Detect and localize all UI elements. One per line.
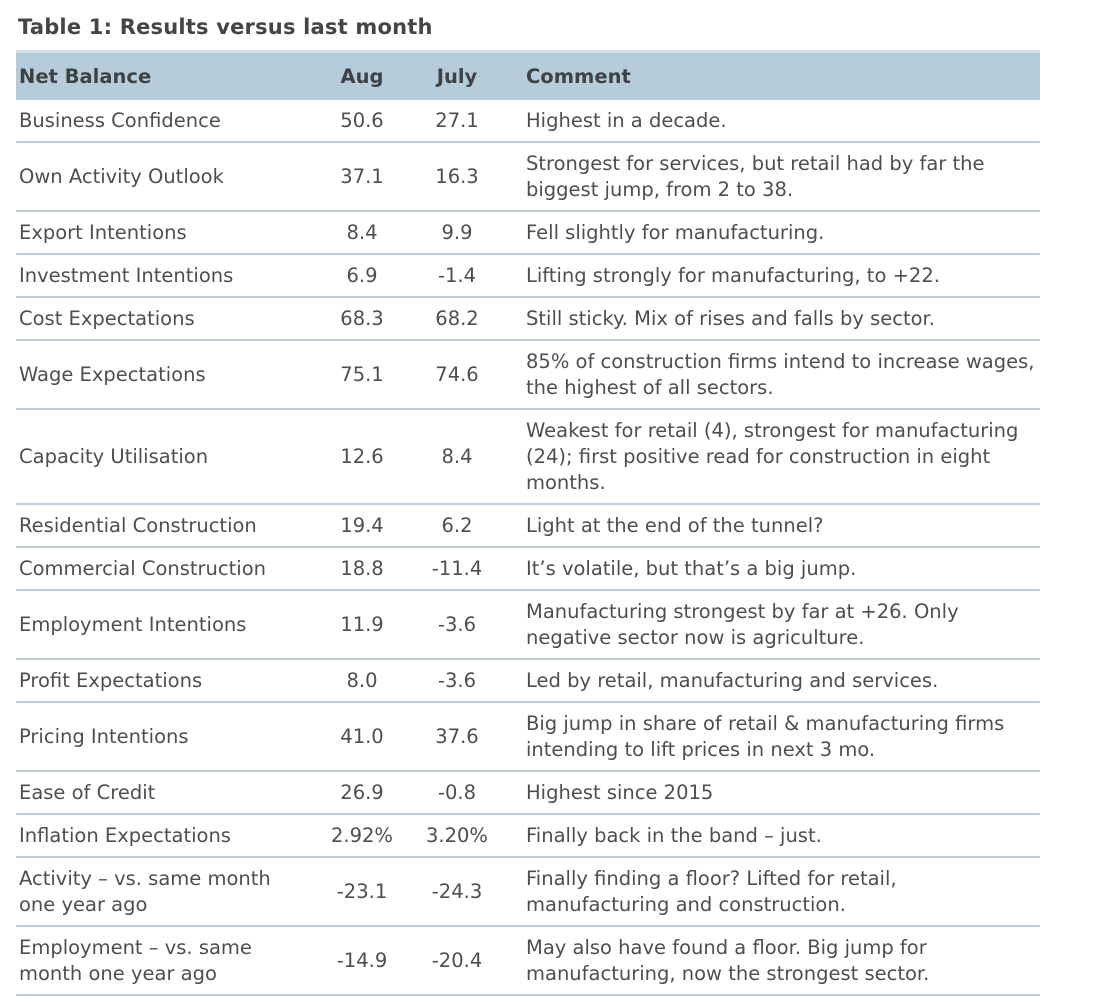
row-label: Capacity Utilisation xyxy=(19,445,209,468)
column-header-comment: Comment xyxy=(526,65,631,88)
july-value: -11.4 xyxy=(431,557,483,580)
table-row: Export Intentions 8.4 9.9 Fell slightly for… xyxy=(16,211,1040,254)
row-label: Business Confidence xyxy=(19,109,221,132)
row-comment: Strongest for services, but retail had b… xyxy=(526,152,985,201)
table-row: Cost Expectations 68.3 68.2 Still sticky. M… xyxy=(16,297,1040,340)
table-row: Employment – vs. same month one year ago… xyxy=(16,926,1040,995)
aug-value: 8.0 xyxy=(346,669,378,692)
aug-value: 6.9 xyxy=(346,264,378,287)
july-value: 8.4 xyxy=(441,445,473,468)
aug-value: 37.1 xyxy=(340,165,384,188)
july-value: -0.8 xyxy=(437,781,477,804)
aug-value: 41.0 xyxy=(340,725,384,748)
row-comment: Finally back in the band – just. xyxy=(526,824,822,847)
table-row: Pricing Intentions 41.0 37.6 Big jump in sh… xyxy=(16,702,1040,771)
july-value: 6.2 xyxy=(441,514,473,537)
aug-value: 19.4 xyxy=(340,514,384,537)
row-label: Wage Expectations xyxy=(19,363,206,386)
table-row: Commercial Construction 18.8 -11.4 It’s vol… xyxy=(16,547,1040,590)
table-title: Table 1: Results versus last month xyxy=(18,15,433,39)
july-value: 16.3 xyxy=(435,165,479,188)
table-row: Own Activity Outlook 37.1 16.3 Strongest fo… xyxy=(16,142,1040,211)
row-label: Export Intentions xyxy=(19,221,187,244)
document-page: Table 1: Results versus last month Net B… xyxy=(16,15,1040,996)
table-row: Investment Intentions 6.9 -1.4 Lifting stro… xyxy=(16,254,1040,297)
aug-value: 50.6 xyxy=(340,109,384,132)
july-value: 74.6 xyxy=(435,363,479,386)
july-value: 37.6 xyxy=(435,725,479,748)
aug-value: 75.1 xyxy=(340,363,384,386)
aug-value: 8.4 xyxy=(346,221,378,244)
table-body: Business Confidence 50.6 27.1 Highest in a … xyxy=(16,100,1040,995)
row-label: Activity – vs. same month one year ago xyxy=(19,867,271,916)
row-label: Residential Construction xyxy=(19,514,257,537)
column-header-july: July xyxy=(436,65,478,88)
row-label: Inflation Expectations xyxy=(19,824,231,847)
row-label: Ease of Credit xyxy=(19,781,156,804)
row-comment: 85% of construction firms intend to incr… xyxy=(526,350,1035,399)
aug-value: -14.9 xyxy=(336,949,388,972)
table-row: Inflation Expectations 2.92% 3.20% Finally … xyxy=(16,814,1040,857)
table-row: Employment Intentions 11.9 -3.6 Manufacturi… xyxy=(16,590,1040,659)
aug-value: 68.3 xyxy=(340,307,384,330)
table-row: Business Confidence 50.6 27.1 Highest in a … xyxy=(16,100,1040,142)
table-row: Profit Expectations 8.0 -3.6 Led by retail,… xyxy=(16,659,1040,702)
row-comment: It’s volatile, but that’s a big jump. xyxy=(526,557,857,580)
row-label: Investment Intentions xyxy=(19,264,234,287)
aug-value: -23.1 xyxy=(336,880,388,903)
row-comment: Light at the end of the tunnel? xyxy=(526,514,824,537)
table-header: Net Balance Aug July Comment xyxy=(16,51,1040,100)
row-comment: Lifting strongly for manufacturing, to +… xyxy=(526,264,940,287)
july-value: -3.6 xyxy=(437,669,477,692)
july-value: 27.1 xyxy=(435,109,479,132)
july-value: -3.6 xyxy=(437,613,477,636)
july-value: 3.20% xyxy=(426,824,488,847)
row-comment: Still sticky. Mix of rises and falls by … xyxy=(526,307,935,330)
aug-value: 12.6 xyxy=(340,445,384,468)
table-row: Wage Expectations 75.1 74.6 85% of construc… xyxy=(16,340,1040,409)
row-comment: Finally finding a floor? Lifted for reta… xyxy=(526,867,897,916)
row-comment: Big jump in share of retail & manufactur… xyxy=(526,712,1005,761)
july-value: -20.4 xyxy=(431,949,483,972)
results-table: Net Balance Aug July Comment Business Co… xyxy=(16,50,1040,996)
july-value: 68.2 xyxy=(435,307,479,330)
row-comment: Highest in a decade. xyxy=(526,109,727,132)
aug-value: 11.9 xyxy=(340,613,384,636)
table-row: Residential Construction 19.4 6.2 Light at … xyxy=(16,504,1040,547)
row-comment: Highest since 2015 xyxy=(526,781,714,804)
table-row: Activity – vs. same month one year ago -2… xyxy=(16,857,1040,926)
july-value: -1.4 xyxy=(437,264,477,287)
aug-value: 18.8 xyxy=(340,557,384,580)
table-row: Capacity Utilisation 12.6 8.4 Weakest for r… xyxy=(16,409,1040,504)
column-header-aug: Aug xyxy=(340,65,384,88)
row-label: Employment Intentions xyxy=(19,613,247,636)
aug-value: 2.92% xyxy=(331,824,393,847)
table-row: Ease of Credit 26.9 -0.8 Highest since 2015 xyxy=(16,771,1040,814)
row-label: Own Activity Outlook xyxy=(19,165,224,188)
row-comment: Manufacturing strongest by far at +26. O… xyxy=(526,600,959,649)
row-label: Pricing Intentions xyxy=(19,725,189,748)
header-row: Net Balance Aug July Comment xyxy=(16,51,1040,100)
row-label: Profit Expectations xyxy=(19,669,203,692)
july-value: 9.9 xyxy=(441,221,473,244)
row-comment: May also have found a floor. Big jump fo… xyxy=(526,936,930,985)
aug-value: 26.9 xyxy=(340,781,384,804)
row-comment: Weakest for retail (4), strongest for ma… xyxy=(526,419,1019,494)
row-label: Employment – vs. same month one year ago xyxy=(19,936,252,985)
column-header-net-balance: Net Balance xyxy=(19,65,152,88)
row-label: Commercial Construction xyxy=(19,557,266,580)
row-comment: Led by retail, manufacturing and service… xyxy=(526,669,939,692)
row-label: Cost Expectations xyxy=(19,307,195,330)
row-comment: Fell slightly for manufacturing. xyxy=(526,221,825,244)
july-value: -24.3 xyxy=(431,880,483,903)
